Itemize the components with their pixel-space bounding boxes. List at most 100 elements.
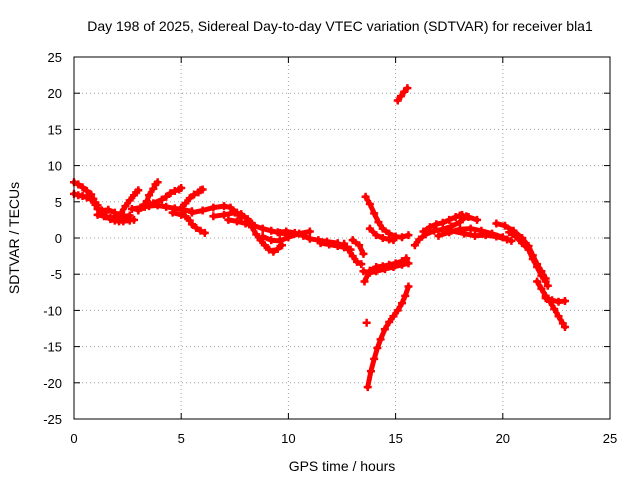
series-arc-19: [340, 239, 366, 269]
data-point: [100, 212, 109, 221]
data-point: [543, 281, 552, 290]
data-point: [196, 226, 205, 235]
data-point: [166, 189, 175, 198]
data-point: [492, 219, 501, 228]
y-tick-label: -10: [43, 303, 62, 318]
series-track: [395, 85, 410, 103]
data-point: [511, 232, 520, 241]
x-tick-label: 15: [388, 431, 402, 446]
data-point: [385, 317, 394, 326]
data-point: [112, 215, 121, 224]
y-tick-label: 25: [48, 50, 62, 65]
data-point: [550, 304, 559, 313]
data-point: [340, 239, 349, 248]
data-point: [560, 323, 569, 332]
grid-lines: [74, 57, 610, 419]
data-point: [226, 203, 235, 212]
y-tick-label: 0: [55, 231, 62, 246]
data-point: [168, 208, 177, 217]
data-point: [355, 241, 364, 250]
data-point: [361, 192, 370, 201]
data-point: [470, 231, 479, 240]
data-point: [305, 227, 314, 236]
data-point: [402, 254, 411, 263]
data-point: [258, 224, 267, 233]
data-point: [460, 229, 469, 238]
data-point: [247, 223, 256, 232]
data-point: [134, 186, 143, 195]
data-point: [87, 195, 96, 204]
y-tick-label: 10: [48, 159, 62, 174]
data-point: [505, 228, 514, 237]
data-point: [187, 220, 196, 229]
data-point: [366, 367, 375, 376]
series-arc-09: [140, 184, 186, 211]
data-point: [560, 296, 569, 305]
data-point: [396, 92, 405, 101]
data-point: [267, 226, 276, 235]
data-point: [473, 215, 482, 224]
data-point: [185, 194, 194, 203]
data-point: [503, 235, 512, 244]
data-point: [360, 277, 369, 286]
data-point: [125, 196, 134, 205]
data-point: [359, 249, 368, 258]
data-point: [447, 226, 456, 235]
data-point: [378, 234, 387, 242]
data-point: [290, 228, 299, 237]
data-point: [500, 221, 509, 230]
data-point: [258, 232, 267, 241]
data-point: [344, 245, 353, 254]
data-point: [481, 231, 490, 240]
data-point: [393, 306, 402, 315]
data-point: [438, 218, 447, 227]
data-point: [198, 185, 207, 194]
data-point: [224, 215, 233, 224]
series-arc-22: [359, 259, 413, 277]
data-point: [425, 223, 434, 232]
data-point: [376, 335, 385, 344]
data-point: [260, 241, 269, 250]
data-point: [177, 184, 186, 193]
data-point: [198, 206, 207, 215]
data-point: [130, 215, 139, 224]
data-point: [187, 208, 196, 217]
data-point: [380, 265, 389, 274]
data-point: [333, 241, 342, 250]
data-point: [389, 236, 398, 245]
y-tick-label: -15: [43, 340, 62, 355]
data-point: [93, 210, 102, 219]
data-point: [162, 202, 171, 211]
data-point: [220, 202, 229, 211]
data-point: [374, 218, 383, 227]
x-tick-label: 0: [70, 431, 77, 446]
data-point: [269, 247, 278, 256]
data-point: [365, 199, 374, 208]
x-tick-label: 5: [178, 431, 185, 446]
data-point: [419, 227, 428, 236]
data-point: [267, 236, 276, 245]
data-point: [273, 228, 282, 237]
data-point: [284, 233, 293, 242]
x-tick-label: 10: [281, 431, 295, 446]
data-point: [348, 236, 357, 245]
y-axis-label: SDTVAR / TECUs: [6, 182, 22, 294]
series-arc-11: [177, 185, 207, 212]
data-point: [78, 183, 87, 192]
data-point: [389, 262, 398, 271]
data-point: [466, 224, 475, 233]
data-point: [220, 210, 229, 219]
data-point: [325, 240, 334, 249]
data-point: [380, 325, 389, 334]
data-point: [524, 245, 533, 254]
data-point: [404, 231, 413, 240]
data-point: [181, 199, 190, 208]
data-point: [348, 252, 357, 261]
data-point: [410, 241, 419, 250]
series-arc-27: [393, 84, 412, 105]
data-point: [554, 312, 563, 321]
data-point: [464, 213, 473, 222]
data-point: [365, 224, 374, 233]
data-point: [170, 186, 179, 195]
